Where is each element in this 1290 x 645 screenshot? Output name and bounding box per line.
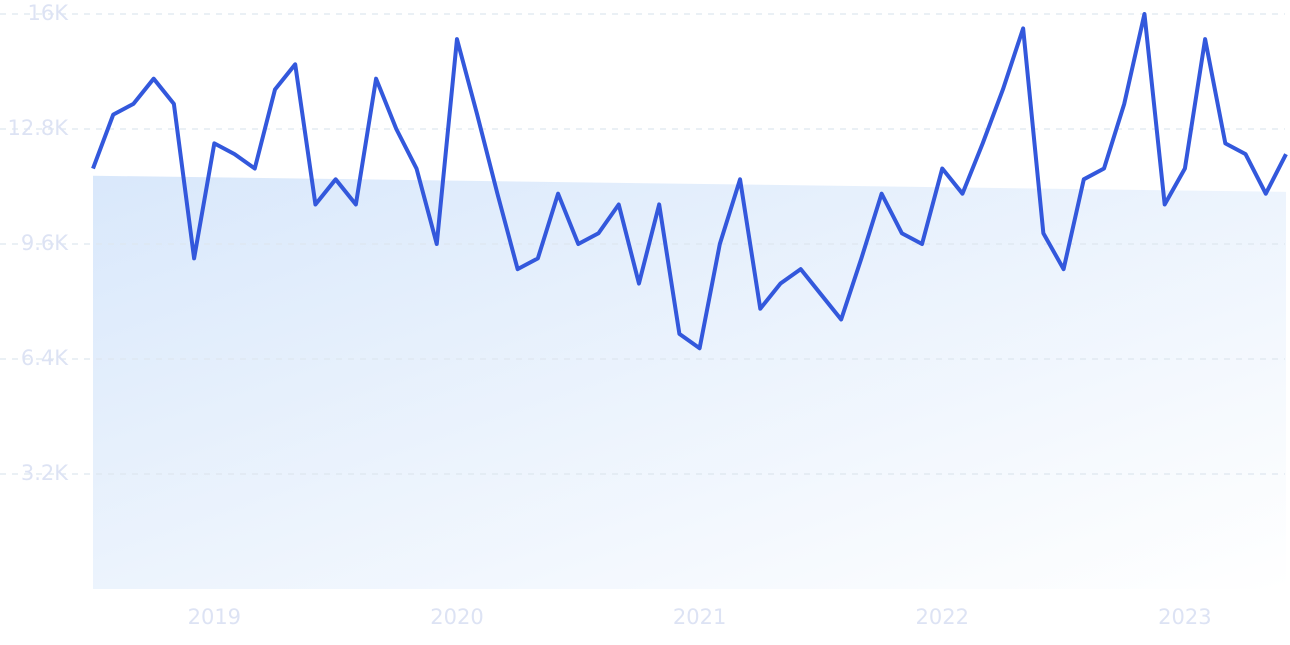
x-tick-label: 2023 (1158, 605, 1211, 629)
x-tick-label: 2019 (188, 605, 241, 629)
x-tick-label: 2021 (673, 605, 726, 629)
x-tick-label: 2020 (430, 605, 483, 629)
x-tick-label: 2022 (916, 605, 969, 629)
y-tick-label: 12.8K (7, 116, 69, 140)
y-tick-label: 16K (28, 1, 70, 25)
y-tick-label: 9.6K (21, 231, 69, 255)
data-line (91, 12, 1288, 351)
y-tick-label: 6.4K (21, 346, 69, 370)
trend-area (93, 175, 1286, 589)
y-tick-label: 3.2K (21, 461, 69, 485)
